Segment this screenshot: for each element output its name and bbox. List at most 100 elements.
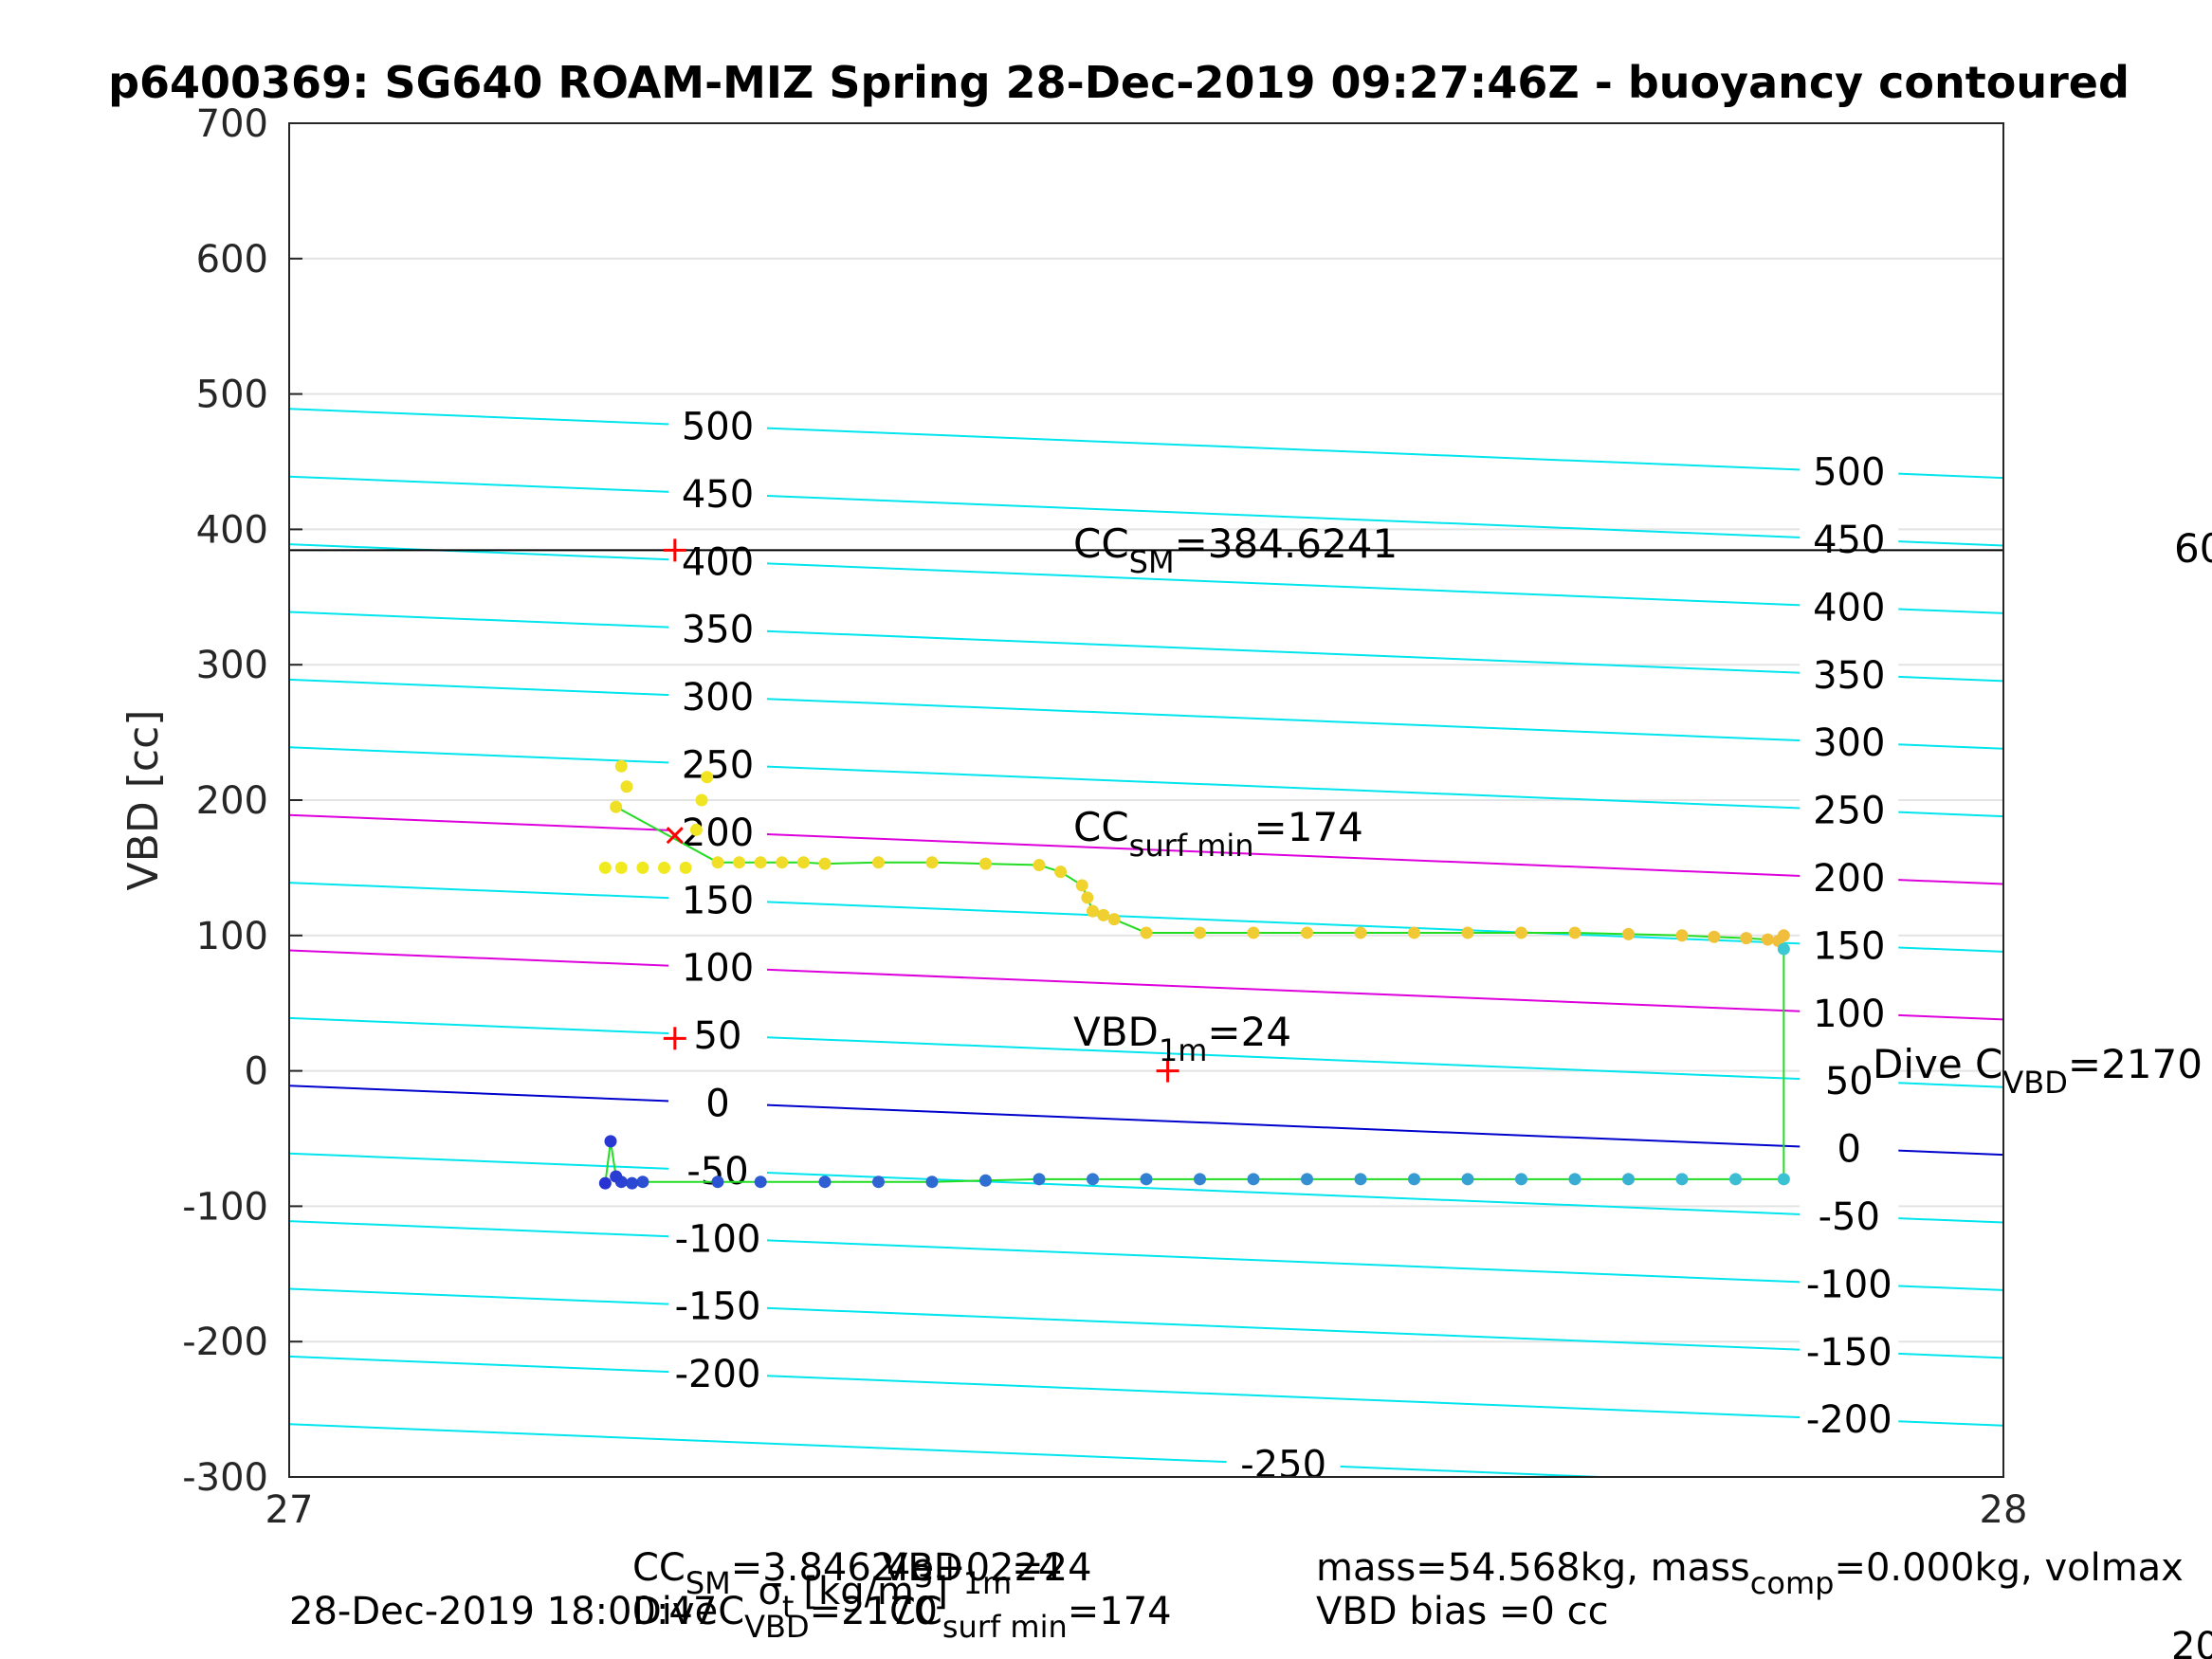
climb-point bbox=[754, 1176, 767, 1189]
dive-point bbox=[796, 856, 810, 869]
contour-label-bg bbox=[1800, 789, 1899, 831]
contour-label-bg bbox=[1800, 1060, 1899, 1103]
climb-point bbox=[610, 1170, 623, 1183]
cc-sm-annotation: CCSM=384.6241 bbox=[1073, 520, 1398, 580]
footer-corner-clipped-label: 20 bbox=[2171, 1625, 2212, 1659]
contour-label-bg bbox=[1800, 1263, 1899, 1305]
dive-point bbox=[733, 856, 746, 869]
dive-point bbox=[1054, 866, 1068, 879]
climb-point bbox=[711, 1176, 724, 1189]
y-tick-label: 300 bbox=[196, 644, 268, 687]
footer-mass: mass=54.568kg, masscomp=0.000kg, volmax bbox=[1316, 1546, 2184, 1601]
dive-point bbox=[1675, 929, 1689, 942]
contour-label-bg bbox=[1800, 924, 1899, 967]
dive-point bbox=[1354, 926, 1367, 939]
dive-point bbox=[1097, 908, 1110, 921]
marker-group bbox=[663, 538, 1179, 1083]
y-tick-label: 400 bbox=[196, 508, 268, 552]
contour-label-bg bbox=[1800, 518, 1899, 560]
climb-point bbox=[1729, 1173, 1742, 1186]
footer-exponent: 4e+0224 bbox=[887, 1546, 1062, 1590]
contour-line bbox=[288, 611, 2004, 683]
vbd-1m-annotation: VBD1m=24 bbox=[1073, 1009, 1291, 1068]
dive-point bbox=[1194, 926, 1206, 939]
dive-point bbox=[776, 856, 789, 869]
contour-label: 100 bbox=[1813, 993, 1885, 1036]
data-series bbox=[598, 759, 1790, 1190]
contour-label-bg bbox=[668, 946, 767, 989]
contour-label: 300 bbox=[1813, 721, 1885, 765]
contour-label-bg bbox=[668, 676, 767, 719]
climb-point bbox=[1194, 1173, 1206, 1186]
marker-x-b bbox=[666, 827, 684, 845]
dive-point bbox=[1740, 932, 1753, 945]
contour-label-bg bbox=[1226, 1443, 1341, 1486]
contour-label: 0 bbox=[1837, 1128, 1861, 1172]
contour-label-bg bbox=[668, 540, 767, 583]
contour-labels: 500450400350300250200150100500-50-100-15… bbox=[668, 405, 1899, 1487]
y-tick-label: 700 bbox=[196, 102, 268, 146]
dive-point bbox=[1301, 926, 1313, 939]
right-edge-clipped-label: 60 bbox=[2174, 525, 2212, 572]
footer-vbd-1m: VBD1m=24 bbox=[882, 1546, 1092, 1601]
contour-label-bg bbox=[1800, 450, 1899, 493]
contour-label-bg bbox=[668, 1353, 767, 1395]
y-axis-label: VBD [cc] bbox=[119, 710, 168, 891]
contour-line bbox=[288, 1355, 2004, 1427]
contour-label: 400 bbox=[682, 540, 754, 584]
contour-label: 250 bbox=[682, 744, 754, 788]
x-tick-label: 28 bbox=[1980, 1488, 2028, 1532]
contour-label: 500 bbox=[1813, 451, 1885, 495]
contour-label: 50 bbox=[1825, 1060, 1874, 1103]
contour-line bbox=[288, 1016, 2004, 1088]
contour-line bbox=[288, 813, 2004, 885]
dive-point bbox=[925, 856, 939, 869]
climb-point bbox=[636, 1176, 649, 1189]
climb-point bbox=[598, 1176, 612, 1190]
contour-label: -150 bbox=[1806, 1331, 1892, 1375]
climb-point bbox=[604, 1135, 617, 1148]
climb-point bbox=[1033, 1173, 1046, 1186]
dive-point bbox=[1087, 904, 1099, 918]
dive-point bbox=[636, 861, 649, 874]
dive-point bbox=[614, 861, 628, 874]
contour-label: 50 bbox=[694, 1014, 742, 1058]
contour-label: 500 bbox=[682, 406, 754, 449]
climb-point bbox=[925, 1176, 939, 1189]
y-tick-label: -100 bbox=[182, 1185, 268, 1229]
dive-point bbox=[1140, 926, 1153, 939]
contour-label: -200 bbox=[675, 1353, 761, 1396]
climb-point bbox=[872, 1176, 885, 1189]
climb-point bbox=[1247, 1173, 1260, 1186]
dive-point bbox=[620, 780, 633, 793]
y-tick-label: -300 bbox=[182, 1456, 268, 1500]
contour-label-bg bbox=[1800, 992, 1899, 1034]
contour-label-bg bbox=[668, 405, 767, 447]
contour-label-bg bbox=[668, 472, 767, 515]
contour-label-bg bbox=[668, 1217, 767, 1260]
contour-label: 450 bbox=[1813, 519, 1885, 562]
dive-point bbox=[1033, 859, 1046, 872]
contour-label-bg bbox=[1800, 653, 1899, 696]
dive-point bbox=[1777, 929, 1790, 942]
contour-label: 350 bbox=[682, 609, 754, 652]
contour-label: 200 bbox=[1813, 857, 1885, 901]
climb-point bbox=[1675, 1173, 1689, 1186]
y-tick-label: 600 bbox=[196, 238, 268, 282]
contour-line bbox=[288, 408, 2004, 480]
contour-line bbox=[288, 475, 2004, 547]
dive-point bbox=[610, 800, 623, 813]
dive-point bbox=[1107, 913, 1121, 926]
contour-label: -150 bbox=[675, 1285, 761, 1329]
chart-title: p6400369: SG640 ROAM-MIZ Spring 28-Dec-2… bbox=[108, 57, 2130, 108]
contour-label: 350 bbox=[1813, 654, 1885, 698]
dive-point bbox=[598, 861, 612, 874]
contour-line bbox=[288, 746, 2004, 818]
climb-point bbox=[818, 1176, 832, 1189]
dive-point bbox=[1408, 926, 1420, 939]
x-tick-label: 27 bbox=[265, 1488, 314, 1532]
climb-point bbox=[1622, 1173, 1635, 1186]
contour-label: -50 bbox=[1819, 1195, 1880, 1239]
contour-line bbox=[288, 949, 2004, 1021]
contour-line bbox=[288, 1152, 2004, 1224]
